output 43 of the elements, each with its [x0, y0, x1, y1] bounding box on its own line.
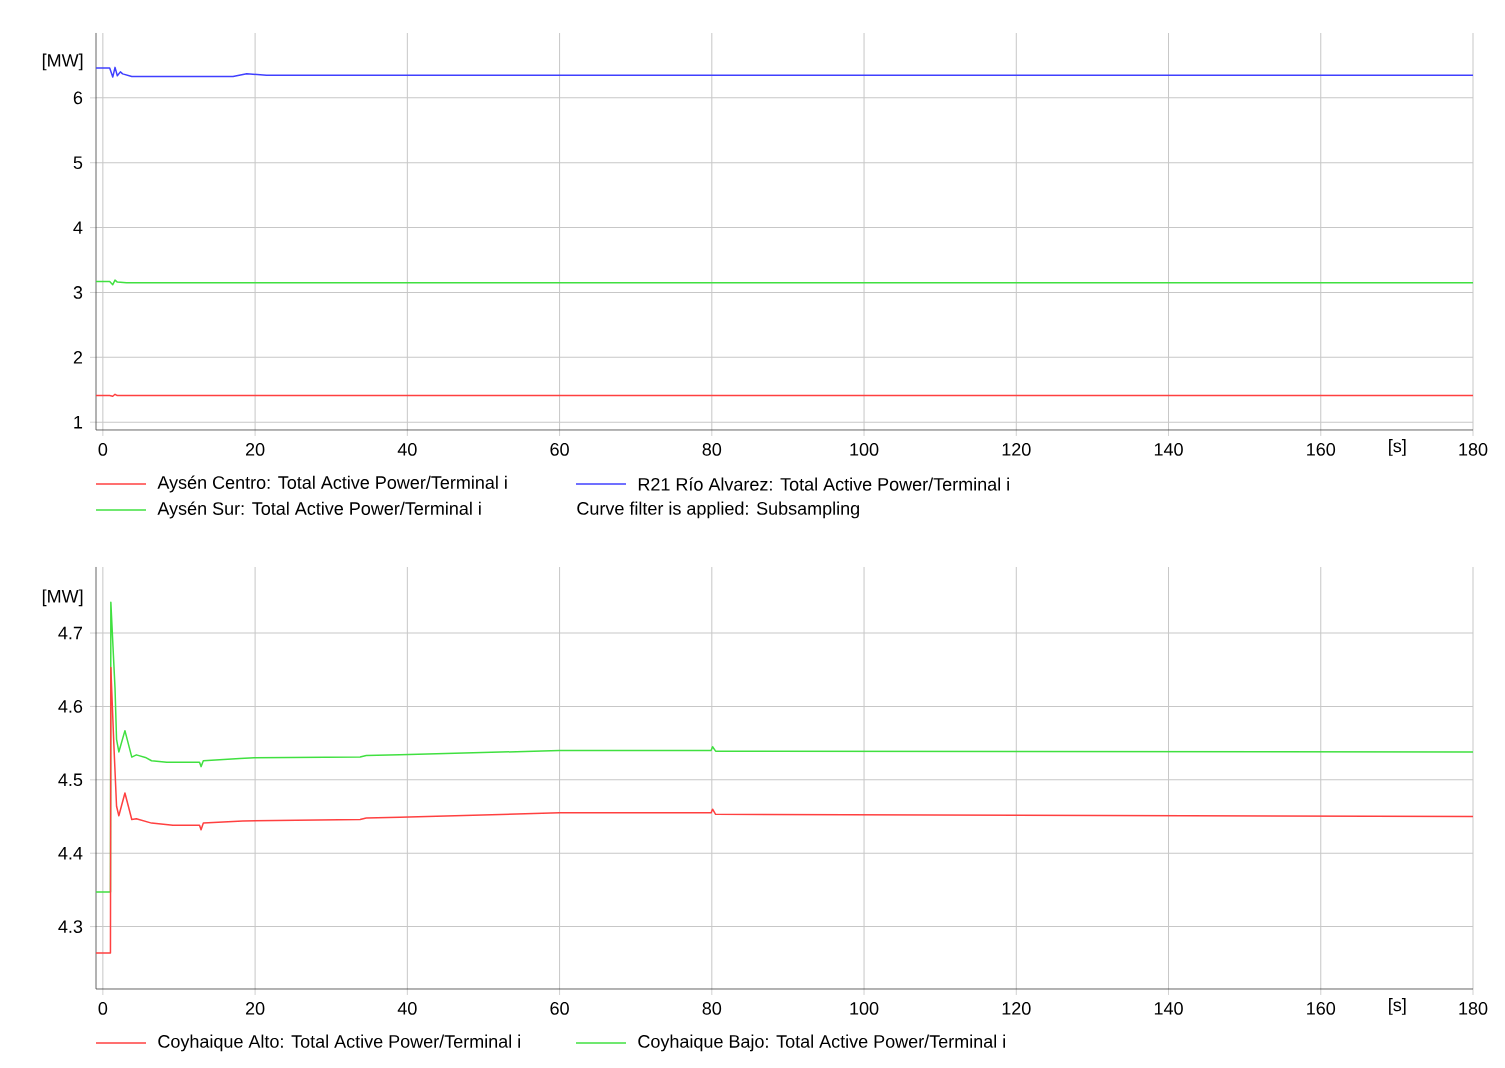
x-tick-label: 100: [850, 1002, 879, 1015]
x-tick-label: 180: [1459, 1002, 1488, 1015]
y-tick-label: 1: [74, 416, 83, 429]
y-tick-label: 4: [73, 221, 83, 234]
x-tick-label: 160: [1307, 1002, 1336, 1015]
y-tick-label: 4.7: [58, 626, 83, 640]
y-tick-label: 4.5: [58, 773, 83, 787]
x-tick-label: 100: [850, 443, 879, 456]
x-tick-label: 120: [1002, 443, 1031, 456]
y-tick-label: 5: [73, 156, 83, 170]
x-tick-label: 140: [1154, 1002, 1183, 1015]
x-tick-label: 40: [397, 443, 417, 456]
legend-label: R21 Río Alvarez: Total Active Power/Terminal i: [638, 477, 1009, 491]
y-axis-title: [MW]: [42, 53, 83, 71]
y-axis-title: [MW]: [42, 589, 83, 607]
x-tick-label: 0: [98, 443, 108, 456]
x-axis-title: [s]: [1389, 998, 1406, 1015]
y-tick-label: 4.4: [58, 847, 83, 860]
legend-label: Coyhaique Alto: Total Active Power/Terminal i: [158, 1034, 520, 1052]
text: Curve filter is applied: Subsampling: [577, 501, 859, 519]
y-tick-label: 3: [73, 286, 83, 299]
line-series: [95, 66, 1474, 78]
x-tick-label: 60: [550, 443, 569, 456]
x-tick-label: 60: [550, 1002, 569, 1015]
x-tick-label: 80: [702, 1002, 722, 1015]
y-tick-label: 4.6: [58, 700, 83, 713]
x-tick-label: 0: [98, 1002, 108, 1015]
x-tick-label: 20: [245, 1002, 265, 1015]
line-series: [95, 666, 1474, 954]
legend-label: Aysén Sur: Total Active Power/Terminal i: [157, 501, 481, 519]
x-axis-title: [s]: [1389, 439, 1406, 456]
x-tick-label: 40: [397, 1002, 417, 1015]
y-tick-label: 2: [73, 351, 83, 364]
legend-label: Coyhaique Bajo: Total Active Power/Terminal i: [638, 1034, 1005, 1052]
x-tick-label: 160: [1307, 443, 1336, 456]
x-tick-label: 80: [702, 443, 722, 456]
x-tick-label: 180: [1459, 443, 1488, 456]
x-tick-label: 20: [245, 443, 265, 456]
y-tick-label: 6: [73, 91, 83, 105]
y-tick-label: 4.3: [58, 920, 83, 933]
x-tick-label: 140: [1154, 443, 1183, 456]
legend-label: Aysén Centro: Total Active Power/Terminal i: [157, 475, 507, 493]
x-tick-label: 120: [1002, 1002, 1031, 1015]
